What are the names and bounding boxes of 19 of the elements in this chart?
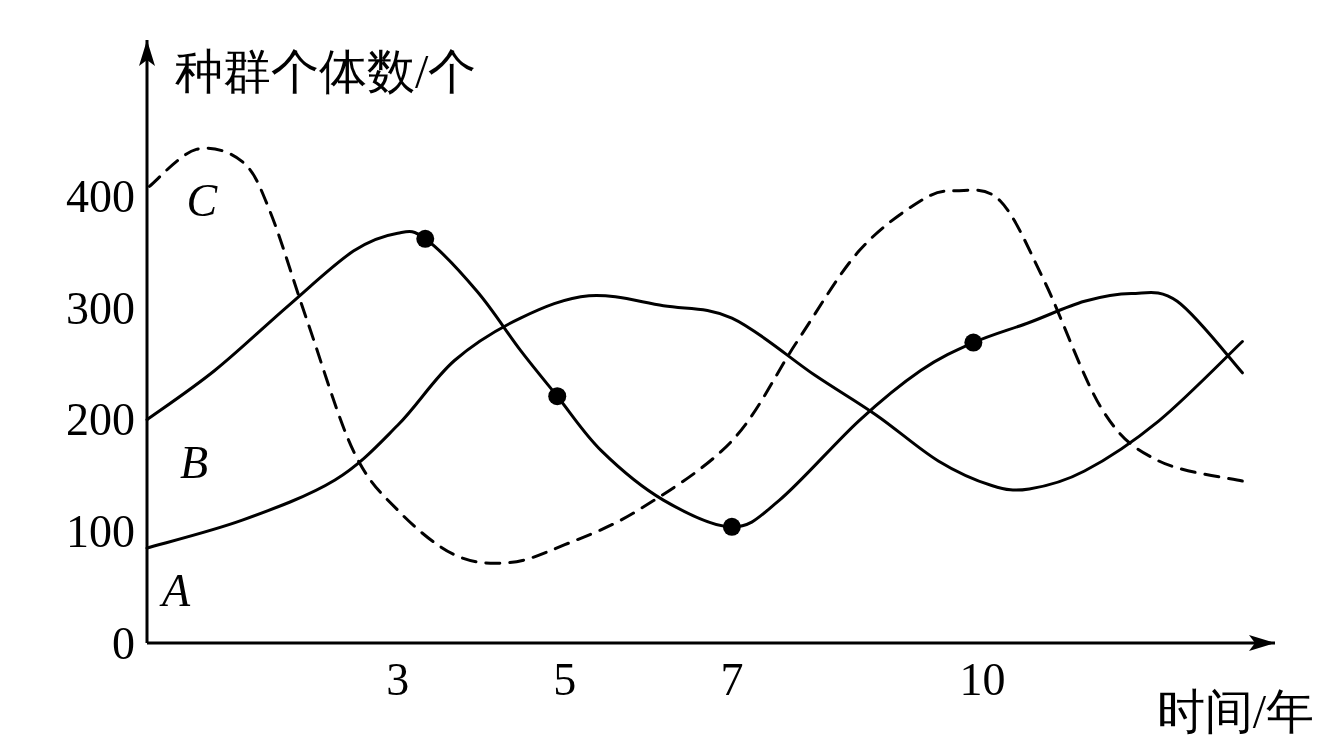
series-label: A: [159, 565, 192, 617]
y-tick-label: 200: [66, 394, 135, 446]
x-tick-label: 3: [386, 654, 410, 705]
point: [964, 333, 983, 352]
series-label: B: [180, 436, 209, 488]
point: [416, 229, 435, 248]
series-label: C: [186, 175, 219, 227]
y-tick-label: 400: [66, 170, 135, 222]
y-tick-label: 300: [66, 282, 135, 334]
point: [548, 387, 567, 406]
x-tick-label: 7: [720, 654, 744, 705]
x-tick-label: 10: [959, 654, 1006, 705]
x-tick-label: 5: [553, 654, 577, 705]
y-axis-title: 种群个体数/个: [175, 45, 477, 98]
line-series: [148, 146, 1244, 565]
x-axis-title: 时间/年: [1156, 685, 1314, 738]
y-tick-label: 100: [66, 505, 135, 557]
point: [722, 517, 741, 536]
y-tick-label: 0: [112, 617, 135, 669]
